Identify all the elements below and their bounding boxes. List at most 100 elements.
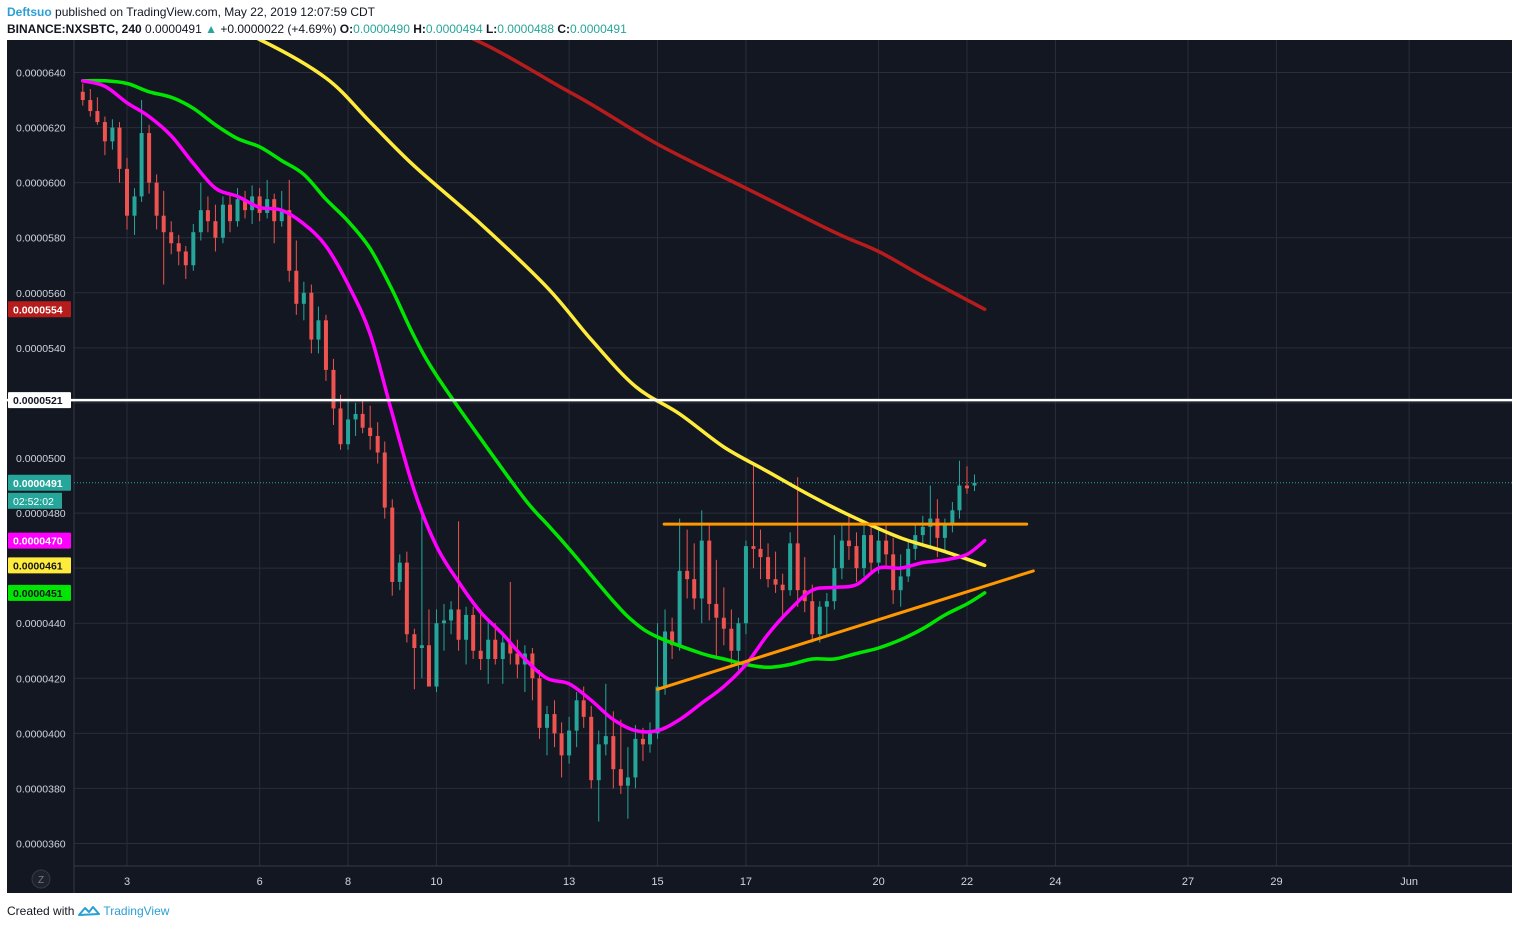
candle-body	[567, 730, 572, 756]
y-tick-label: 0.0000480	[16, 508, 66, 520]
candle	[773, 551, 778, 593]
candle-body	[95, 111, 100, 123]
ascending-support-trendline	[656, 569, 1035, 691]
candle	[139, 100, 144, 202]
candle-body	[404, 562, 409, 635]
candle	[559, 722, 564, 778]
x-tick-label: 27	[1182, 876, 1194, 888]
candle	[228, 193, 233, 233]
x-tick-label: 13	[563, 876, 575, 888]
candle-body	[537, 678, 542, 728]
candle-body	[574, 700, 579, 731]
candle-body	[132, 196, 137, 216]
price-label: 0.0000491	[8, 474, 71, 491]
candle	[743, 540, 748, 635]
price-label-box	[8, 532, 71, 549]
candle	[567, 716, 572, 764]
candle-body	[139, 133, 144, 197]
countdown-box	[8, 492, 62, 509]
candle-body	[287, 210, 292, 271]
candle	[537, 670, 542, 739]
candle-body	[611, 736, 616, 770]
candle-body	[957, 485, 962, 511]
candle-body	[80, 91, 85, 101]
candle-body	[257, 196, 262, 213]
candle-body	[191, 232, 196, 266]
author-link[interactable]: Deftsuo	[7, 5, 52, 19]
candle	[699, 510, 704, 624]
candle-body	[471, 614, 476, 651]
x-tick-label: 24	[1049, 876, 1061, 888]
x-tick-label: 10	[430, 876, 442, 888]
candle	[869, 526, 874, 574]
footer: Created with TradingView	[7, 904, 169, 918]
price-label-box	[8, 301, 71, 318]
symbol-label[interactable]: BINANCE:NXSBTC, 240	[7, 22, 142, 36]
x-tick-label: 3	[124, 876, 130, 888]
candle-body	[965, 485, 969, 489]
candle-body	[375, 435, 380, 453]
candle-body	[397, 562, 402, 582]
candle	[707, 524, 712, 621]
price-label: 0.0000470	[8, 532, 71, 549]
candle	[817, 601, 822, 643]
candle	[213, 204, 218, 252]
candle	[957, 460, 962, 519]
candle	[854, 532, 859, 582]
candle-body	[751, 546, 756, 549]
candle-body	[493, 639, 498, 660]
y-tick-label: 0.0000360	[16, 839, 66, 851]
candle-body	[279, 210, 284, 222]
tradingview-link[interactable]: TradingView	[103, 904, 170, 918]
candle	[154, 174, 159, 230]
candle-body	[117, 127, 122, 169]
candle-body	[456, 609, 461, 640]
candle	[832, 535, 837, 610]
candle	[338, 394, 343, 450]
candle-body	[884, 540, 889, 555]
candle	[346, 400, 351, 450]
scale-toggle-button[interactable]: Z	[31, 869, 51, 889]
candle	[839, 524, 844, 580]
candle-body	[773, 579, 778, 585]
candle	[824, 592, 829, 637]
candle-body	[301, 292, 306, 304]
low-label: L:	[485, 22, 498, 36]
y-tick-label: 0.0000420	[16, 673, 66, 685]
candle	[611, 711, 616, 789]
y-tick-label: 0.0000380	[16, 783, 66, 795]
candle-body	[699, 540, 704, 599]
published-text: published on TradingView.com, May 22, 20…	[55, 5, 375, 19]
candle	[515, 639, 520, 679]
candle	[508, 581, 513, 665]
candle	[110, 119, 115, 150]
scale-toggle-icon: Z	[38, 875, 44, 886]
candle	[309, 284, 314, 354]
candle	[375, 422, 380, 464]
moving-average-magenta-line	[81, 79, 987, 734]
candle-body	[102, 122, 107, 142]
up-triangle-icon: ▲	[205, 22, 218, 36]
countdown-text: 02:52:02	[13, 496, 54, 508]
candle-body	[213, 221, 218, 238]
candle-body	[265, 199, 270, 213]
candle-body	[817, 606, 822, 635]
candle-body	[891, 554, 896, 591]
candle-body	[898, 576, 903, 591]
price-label-box	[8, 557, 71, 574]
candle-body	[552, 714, 557, 734]
candle-body	[663, 631, 668, 687]
candle	[294, 240, 299, 315]
candle	[265, 179, 270, 219]
candle-body	[846, 540, 851, 547]
candle	[161, 190, 166, 285]
x-tick-label: 17	[740, 876, 752, 888]
candle-body	[154, 182, 159, 216]
candle-body	[382, 452, 387, 508]
candle	[183, 245, 188, 280]
candle	[891, 537, 896, 604]
plot-area	[74, 40, 1512, 822]
candle-body	[788, 543, 793, 591]
candle	[449, 601, 454, 635]
